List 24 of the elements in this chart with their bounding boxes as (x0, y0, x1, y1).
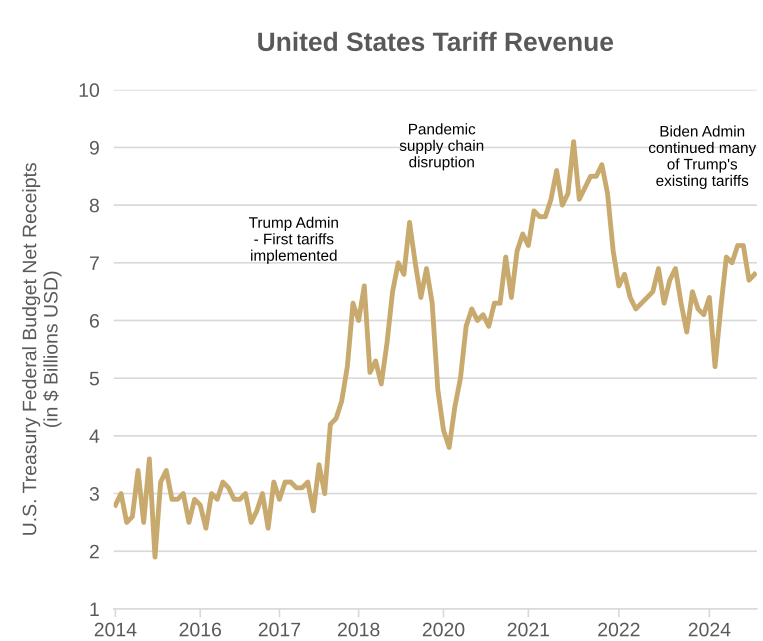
y-tick-label: 5 (90, 372, 99, 386)
y-tick-label: 6 (90, 314, 99, 328)
x-tick-label: 2021 (508, 622, 550, 636)
y-tick-label: 3 (90, 487, 99, 501)
line-series (114, 139, 757, 560)
annotation: Pandemic supply chain disruption (400, 123, 484, 170)
x-tick-label: 2024 (688, 622, 730, 636)
y-tick-label: 8 (90, 198, 99, 212)
y-tick-label: 1 (90, 602, 99, 616)
x-tick-label: 2017 (258, 622, 300, 636)
x-tick-label: 2018 (338, 622, 380, 636)
x-tick-label: 2016 (180, 622, 222, 636)
annotation: Biden Admin continued many of Trump's existing tariffs (648, 125, 756, 190)
y-tick-label: 9 (90, 140, 99, 155)
y-tick-label: 2 (90, 544, 99, 558)
x-tick-label: 2014 (94, 622, 136, 636)
y-tick-label: 7 (90, 256, 99, 270)
x-tick-label: 2020 (422, 622, 464, 636)
y-axis-title: U.S. Treasury Federal Budget Net Receipts (in $ Billions USD) (22, 163, 62, 535)
x-tick-label: 2022 (598, 622, 640, 636)
y-tick-label: 4 (89, 430, 100, 443)
annotation: Trump Admin - First tariffs implemented (248, 216, 338, 264)
y-tick-label: 10 (80, 83, 100, 97)
chart-title: United States Tariff Revenue (258, 32, 614, 52)
